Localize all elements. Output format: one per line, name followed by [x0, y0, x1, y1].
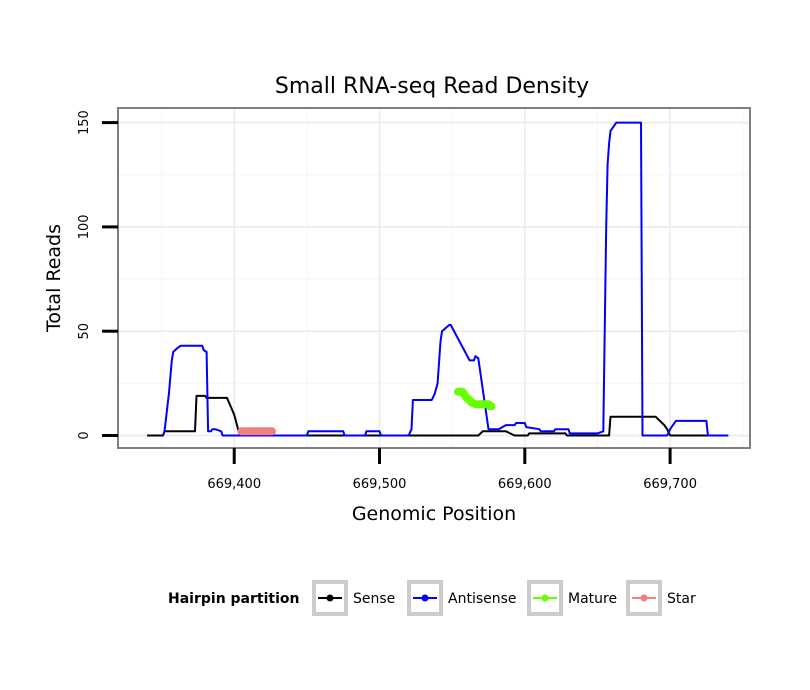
- x-axis-title: Genomic Position: [352, 503, 516, 525]
- legend: Hairpin partition Sense Antisense Mature St…: [168, 580, 696, 616]
- series-line-mature: [454, 387, 496, 411]
- legend-entries: Sense Antisense Mature Star: [312, 580, 696, 616]
- plot-border: [117, 107, 751, 449]
- x-axis: 669,400 669,500 669,600 669,700: [207, 448, 697, 492]
- legend-key-dot: [541, 594, 549, 602]
- legend-label-sense: Sense: [353, 591, 395, 607]
- series-line-antisense: [162, 121, 729, 437]
- chart-title: Small RNA-seq Read Density: [275, 74, 589, 99]
- y-tick-label: 150: [77, 110, 92, 135]
- legend-key-dot: [421, 594, 429, 602]
- legend-key-dot: [326, 594, 334, 602]
- y-axis: 0 50 100 150: [77, 110, 118, 440]
- legend-title: Hairpin partition: [168, 591, 299, 607]
- legend-label-mature: Mature: [568, 591, 617, 607]
- x-tick-label: 669,600: [498, 477, 552, 492]
- x-tick-label: 669,400: [207, 477, 261, 492]
- legend-label-star: Star: [667, 591, 696, 607]
- y-axis-title: Total Reads: [43, 224, 65, 333]
- series-layer: [147, 121, 729, 437]
- y-tick-label: 100: [77, 214, 92, 239]
- legend-label-antisense: Antisense: [448, 591, 517, 607]
- legend-key-dot: [640, 594, 648, 602]
- x-tick-label: 669,700: [643, 477, 697, 492]
- y-tick-label: 50: [77, 323, 92, 340]
- plot-panel: [118, 108, 750, 448]
- series-line-sense: [147, 394, 729, 437]
- y-tick-label: 0: [77, 431, 92, 439]
- x-tick-label: 669,500: [353, 477, 407, 492]
